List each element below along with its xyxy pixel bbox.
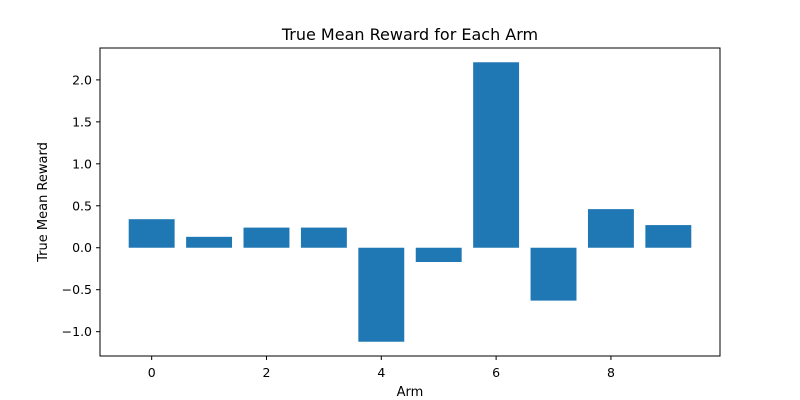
bars-group bbox=[128, 62, 692, 342]
bar-arm-1 bbox=[186, 236, 233, 248]
plot-frame bbox=[99, 47, 721, 357]
x-axis-label: Arm bbox=[397, 385, 424, 400]
y-tick-label: 2.0 bbox=[72, 72, 92, 87]
bar-arm-3 bbox=[300, 227, 347, 248]
bar-arm-5 bbox=[415, 247, 462, 263]
bar-arm-4 bbox=[358, 247, 405, 342]
x-ticks-group: 0 2 4 6 8 bbox=[148, 356, 615, 380]
y-tick-label: −1.0 bbox=[62, 324, 92, 339]
bar-arm-7 bbox=[530, 247, 577, 301]
bar-arm-9 bbox=[645, 225, 692, 248]
y-axis-label: True Mean Reward bbox=[36, 142, 51, 263]
x-tick-label: 6 bbox=[492, 365, 500, 380]
bar-arm-6 bbox=[473, 62, 520, 248]
x-tick-label: 2 bbox=[263, 365, 271, 380]
chart-title: True Mean Reward for Each Arm bbox=[281, 25, 538, 44]
x-tick-label: 4 bbox=[377, 365, 385, 380]
y-ticks-group: −1.0 −0.5 0.0 0.5 1.0 1.5 2.0 bbox=[62, 72, 100, 339]
x-tick-label: 8 bbox=[607, 365, 615, 380]
y-tick-label: 1.5 bbox=[72, 114, 92, 129]
y-tick-label: 0.5 bbox=[72, 198, 92, 213]
y-tick-label: 1.0 bbox=[72, 156, 92, 171]
x-tick-label: 0 bbox=[148, 365, 156, 380]
bar-arm-2 bbox=[243, 227, 290, 248]
bar-arm-8 bbox=[587, 209, 634, 248]
bar-arm-0 bbox=[128, 219, 175, 248]
y-tick-label: −0.5 bbox=[62, 282, 92, 297]
y-tick-label: 0.0 bbox=[72, 240, 92, 255]
